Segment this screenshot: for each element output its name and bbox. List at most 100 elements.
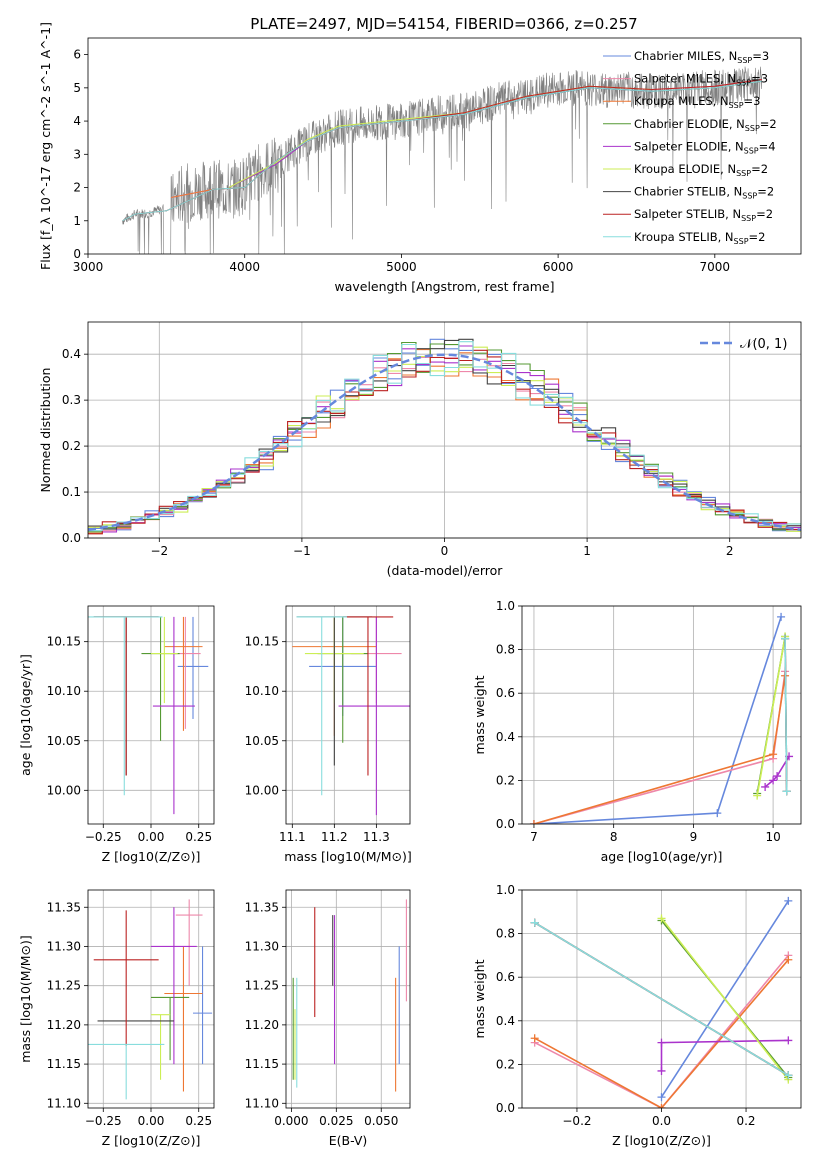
- y-tick-label: 0.2: [496, 773, 515, 787]
- y-tick-label: 5: [73, 81, 81, 95]
- weight-marker: [769, 776, 778, 785]
- y-tick-label: 0.3: [62, 393, 81, 407]
- x-tick-label: 2: [726, 544, 734, 558]
- x-tick-label: 0.050: [364, 1114, 398, 1128]
- weight-marker: [530, 918, 539, 927]
- y-tick-label: 0: [73, 247, 81, 261]
- x-tick-label: 0.000: [274, 1114, 308, 1128]
- histogram-salpeter-stelib: [88, 349, 801, 535]
- errorbar-salpeter-stelib: [93, 910, 159, 1047]
- weight-line: [534, 922, 789, 1076]
- y-tick-label: 1.0: [496, 599, 515, 613]
- legend-label: Salpeter MILES, NSSP=3: [634, 72, 768, 88]
- weight-marker: [530, 1034, 539, 1043]
- y-tick-label: 11.15: [47, 1057, 81, 1071]
- y-tick-label: 2: [73, 181, 81, 195]
- weight-marker: [784, 896, 793, 905]
- plot-area: [530, 896, 793, 1108]
- y-tick-label: 11.30: [47, 939, 81, 953]
- legend-label: Chabrier MILES, NSSP=3: [634, 49, 769, 65]
- x-axis-label: Z [log10(Z/Z⊙)]: [102, 1133, 201, 1148]
- weight-marker: [657, 1093, 666, 1102]
- plot-area: [122, 66, 763, 254]
- chart-layer: 3000 4000 5000 6000 7000 0 1 2 3 4 5 6 wavelength [A…: [18, 22, 802, 1148]
- weight-marker: [782, 787, 791, 796]
- legend-label: Salpeter STELIB, NSSP=2: [634, 207, 773, 223]
- errorbar-kroupa-elodie: [151, 616, 178, 704]
- x-tick-label: −0.2: [562, 1114, 591, 1128]
- y-tick-label: 0.4: [496, 730, 515, 744]
- weight-marker: [657, 1038, 666, 1047]
- errorbar-chabrier-miles: [193, 946, 213, 1065]
- y-tick-label: 10.10: [245, 684, 279, 698]
- observed-spectrum-line: [122, 66, 763, 254]
- x-tick-label: −2: [150, 544, 168, 558]
- axes-residuals: −2 −1 0 1 2 0.0 0.1 0.2 0.3 0.4 (data-model)/error…: [38, 321, 802, 578]
- histogram-chabrier-stelib: [88, 338, 801, 530]
- weight-marker: [784, 955, 793, 964]
- weight-line: [764, 755, 790, 788]
- weight-line: [756, 636, 786, 796]
- weight-marker: [781, 634, 790, 643]
- y-tick-label: 11.10: [245, 1096, 279, 1110]
- errorbar-kroupa-stelib: [296, 616, 347, 796]
- y-tick-label: 0.6: [496, 686, 515, 700]
- y-tick-label: 0.1: [62, 485, 81, 499]
- legend-label: Kroupa STELIB, NSSP=2: [634, 230, 765, 246]
- legend-label: 𝒩(0, 1): [740, 337, 787, 352]
- normal-reference-curve: [88, 353, 801, 532]
- x-tick-label: 1: [583, 544, 591, 558]
- weight-series-salpeter-miles: [529, 667, 790, 824]
- x-tick-label: 0.025: [319, 1114, 353, 1128]
- x-axis-label: mass [log10(M/M⊙)]: [284, 849, 412, 864]
- weight-marker: [657, 1066, 666, 1075]
- legend-label: Chabrier ELODIE, NSSP=2: [634, 117, 777, 133]
- y-tick-label: 0.8: [496, 927, 515, 941]
- legend-label: Chabrier STELIB, NSSP=2: [634, 185, 774, 201]
- x-axis-label: Z [log10(Z/Z⊙)]: [612, 1133, 711, 1148]
- weight-marker: [773, 772, 782, 781]
- y-tick-label: 11.15: [245, 1057, 279, 1071]
- errorbar-salpeter-stelib: [342, 616, 394, 776]
- plot-area: [88, 338, 801, 535]
- x-tick-label: −0.25: [85, 830, 122, 844]
- weight-series-salpeter-elodie: [657, 1036, 793, 1075]
- weight-series-kroupa-elodie: [657, 914, 793, 1084]
- axes-massweight-vs-age: 7 8 9 10 0.0 0.2 0.4 0.6 0.8 1.0 age [log10(age/yr…: [472, 599, 802, 864]
- weight-line: [784, 638, 788, 792]
- weight-line: [534, 954, 789, 1108]
- weight-series-kroupa-stelib: [530, 918, 793, 1080]
- x-tick-label: 11.2: [321, 830, 348, 844]
- legend-label: Salpeter ELODIE, NSSP=4: [634, 139, 776, 155]
- axes-frame: [87, 889, 215, 1109]
- weight-marker: [529, 820, 538, 824]
- axes-frame: [521, 605, 802, 825]
- y-tick-label: 0.0: [62, 531, 81, 545]
- x-tick-label: 11.1: [279, 830, 306, 844]
- x-axis-label: E(B-V): [329, 1133, 368, 1148]
- weight-marker: [761, 782, 770, 791]
- weight-series-kroupa-miles: [529, 671, 790, 824]
- x-tick-label: 8: [610, 830, 618, 844]
- weight-marker: [753, 791, 762, 800]
- errorbar-chabrier-elodie: [151, 996, 190, 1061]
- axes-massweight-vs-Z: −0.2 0.0 0.2 0.0 0.2 0.4 0.6 0.8 1.0 Z [log10(Z/Z…: [472, 883, 802, 1148]
- errorbar-salpeter-elodie: [152, 616, 195, 815]
- axes-age-vs-mass: 11.1 11.2 11.3 10.00 10.05 10.10 10.15 mass [lo…: [245, 605, 412, 864]
- errorbar-salpeter-elodie: [151, 907, 197, 1065]
- weight-line: [533, 671, 786, 824]
- x-tick-label: 11.3: [363, 830, 390, 844]
- weight-marker: [769, 750, 778, 759]
- weight-marker: [657, 1104, 666, 1108]
- weight-marker: [784, 1071, 793, 1080]
- y-axis-label: mass weight: [472, 959, 487, 1038]
- y-tick-label: 0.0: [496, 1101, 515, 1115]
- plot-area: [88, 899, 213, 1100]
- weight-series-kroupa-miles: [530, 955, 793, 1108]
- weight-series-salpeter-elodie: [761, 752, 794, 791]
- errorbar-kroupa-miles: [164, 946, 203, 1092]
- errorbar-chabrier-elodie: [317, 616, 368, 743]
- y-tick-label: 0.2: [496, 1057, 515, 1071]
- plot-area: [292, 616, 410, 816]
- axes-frame: [87, 37, 802, 255]
